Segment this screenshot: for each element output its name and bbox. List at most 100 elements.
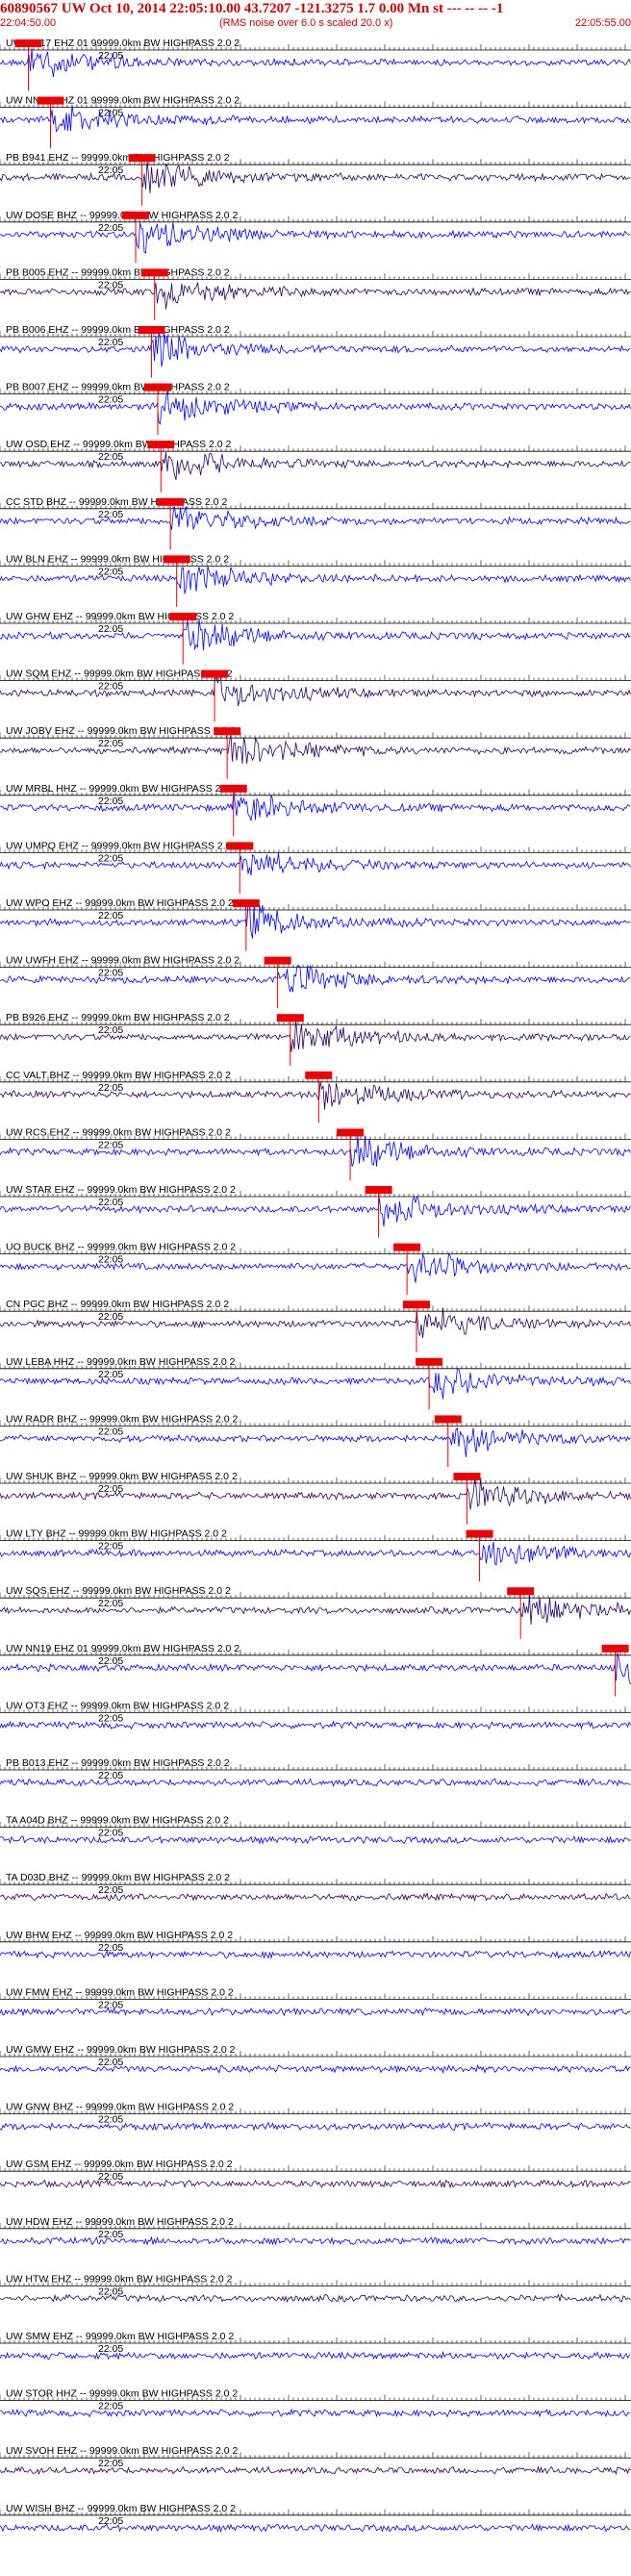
- time-range-bar: 22:04:50.00 (RMS noise over 6.0 s scaled…: [0, 17, 631, 30]
- tick-label: 22:05: [98, 1884, 123, 1896]
- channel-label: UW MRBL HHZ -- 99999.0km BW HIGHPASS 2.0…: [6, 783, 238, 795]
- channel-label: UW DOSE BHZ -- 99999.0km BW HIGHPASS 2.0…: [6, 210, 239, 221]
- channel-label: UW GMW EHZ -- 99999.0km BW HIGHPASS 2.0 …: [6, 2044, 236, 2056]
- tick-label: 22:05: [98, 394, 123, 406]
- waveform-trace: [0, 566, 631, 594]
- channel-label: TA A04D BHZ -- 99999.0km BW HIGHPASS 2.0…: [6, 1815, 229, 1827]
- waveform-trace: [0, 1367, 631, 1400]
- tick-label: 22:05: [98, 910, 123, 922]
- waveform-trace: [0, 506, 631, 530]
- waveform-trace: [0, 48, 631, 78]
- waveform-trace: [0, 1307, 631, 1338]
- waveform-trace: [0, 1541, 631, 1566]
- tick-label: 22:05: [98, 279, 123, 290]
- waveform-trace: [0, 452, 631, 481]
- waveform-trace: [0, 282, 631, 310]
- rms-note: (RMS noise over 6.0 s scaled 20.0 x): [219, 17, 393, 29]
- waveform-trace: [0, 672, 631, 707]
- waveform-trace: [0, 1892, 631, 1903]
- tick-label: 22:05: [98, 164, 123, 176]
- tick-label: 22:05: [98, 451, 123, 463]
- channel-label: UW UWFH EHZ -- 99999.0km BW HIGHPASS 2.0…: [6, 955, 240, 967]
- waveform-trace: [0, 1019, 631, 1052]
- channel-label: UW NN19 EHZ 01 99999.0km BW HIGHPASS 2.0…: [6, 1643, 240, 1654]
- waveform-trace: [0, 1720, 631, 1730]
- start-time: 22:04:50.00: [0, 17, 57, 29]
- tick-label: 22:05: [98, 623, 123, 635]
- waveform-trace: [0, 1595, 631, 1625]
- tick-label: 22:05: [98, 681, 123, 693]
- tick-label: 22:05: [98, 1770, 123, 1781]
- channel-label: UW UMPQ EHZ -- 99999.0km BW HIGHPASS 2.0…: [6, 840, 240, 851]
- waveform-trace: [0, 1135, 631, 1168]
- waveform-trace: [0, 2007, 631, 2017]
- tick-label: 22:05: [98, 566, 123, 577]
- waveform-trace: [0, 222, 631, 254]
- tick-label: 22:05: [98, 796, 123, 807]
- waveform-trace: [0, 789, 631, 822]
- tick-label: 22:05: [98, 1197, 123, 1208]
- tick-label: 22:05: [98, 1483, 123, 1495]
- channel-label: UW BLN EHZ -- 99999.0km BW HIGHPASS 2.0 …: [6, 553, 229, 565]
- channel-label: UW SQM EHZ -- 99999.0km BW HIGHPASS 2.0 …: [6, 669, 233, 680]
- waveform-trace: [0, 332, 631, 367]
- waveform-trace: [0, 2064, 631, 2075]
- channel-label: UW BHW EHZ -- 99999.0km BW HIGHPASS 2.0 …: [6, 1930, 233, 1941]
- tick-label: 22:05: [98, 1024, 123, 1036]
- channel-label: UW RCS EHZ -- 99999.0km BW HIGHPASS 2.0 …: [6, 1126, 231, 1138]
- tick-label: 22:05: [98, 1139, 123, 1150]
- channel-label: PB B006 EHZ -- 99999.0km BW HIGHPASS 2.0…: [6, 324, 230, 336]
- tick-label: 22:05: [98, 2057, 123, 2068]
- tick-label: 22:05: [98, 1311, 123, 1323]
- channel-label: UW SQS EHZ -- 99999.0km BW HIGHPASS 2.0 …: [6, 1585, 231, 1597]
- channel-label: UW FMW EHZ -- 99999.0km BW HIGHPASS 2.0 …: [6, 1986, 234, 1998]
- end-time: 22:05:55.00: [574, 17, 631, 29]
- tick-label: 22:05: [98, 108, 123, 119]
- waveform-trace: [0, 105, 631, 133]
- channel-label: UW RADR BHZ -- 99999.0km BW HIGHPASS 2.0…: [6, 1413, 239, 1425]
- tick-label: 22:05: [98, 1082, 123, 1094]
- waveform-trace: [0, 390, 631, 425]
- tick-label: 22:05: [98, 1426, 123, 1437]
- waveform-trace: [0, 160, 631, 193]
- waveform-trace: [0, 1653, 631, 1685]
- channel-label: UW WPO EHZ -- 99999.0km BW HIGHPASS 2.0 …: [6, 897, 234, 909]
- channel-label: UW STAR EHZ -- 99999.0km BW HIGHPASS 2.0…: [6, 1184, 236, 1196]
- waveform-trace: [0, 1834, 631, 1845]
- channel-label: PB B926 EHZ -- 99999.0km BW HIGHPASS 2.0…: [6, 1012, 230, 1023]
- tick-label: 22:05: [98, 1999, 123, 2010]
- tick-label: 22:05: [98, 852, 123, 864]
- waveform-trace: [0, 734, 631, 764]
- channel-label: CN PGC BHZ -- 99999.0km BW HIGHPASS 2.0 …: [6, 1299, 229, 1310]
- channel-label: UW NN17 EHZ 01 99999.0km BW HIGHPASS 2.0…: [6, 38, 240, 49]
- waveform-trace: [0, 852, 631, 876]
- channel-label: PB B013 EHZ -- 99999.0km BW HIGHPASS 2.0…: [6, 1757, 230, 1769]
- waveform-trace: [0, 1949, 631, 1959]
- channel-label: UW NN21 EHZ 01 99999.0km BW HIGHPASS 2.0…: [6, 95, 240, 107]
- tick-label: 22:05: [98, 1254, 123, 1266]
- channel-label: PB B005 EHZ -- 99999.0km BW HIGHPASS 2.0…: [6, 266, 230, 278]
- tick-label: 22:05: [98, 509, 123, 520]
- waveform-trace: [0, 1081, 631, 1110]
- channel-label: UW LTY BHZ -- 99999.0km BW HIGHPASS 2.0 …: [6, 1528, 227, 1540]
- waveform-trace: [0, 1251, 631, 1283]
- waveform-trace: [0, 964, 631, 993]
- channel-label: UW OSD EHZ -- 99999.0km BW HIGHPASS 2.0 …: [6, 439, 232, 450]
- tick-label: 22:05: [98, 1655, 123, 1667]
- channel-label: PB B941 EHZ -- 99999.0km BW HIGHPASS 2.0…: [6, 152, 230, 164]
- tick-label: 22:05: [98, 1369, 123, 1380]
- waveform-trace: [0, 1777, 631, 1787]
- event-title: 60890567 UW Oct 10, 2014 22:05:10.00 43.…: [0, 1, 504, 16]
- waveform-trace: [0, 1195, 631, 1227]
- channel-label: CC VALT BHZ -- 99999.0km BW HIGHPASS 2.0…: [6, 1070, 231, 1081]
- tick-label: 22:05: [98, 1942, 123, 1954]
- waveform-trace: [0, 1427, 631, 1457]
- channel-label: CC STD BHZ -- 99999.0km BW HIGHPASS 2.0 …: [6, 496, 227, 508]
- tick-label: 22:05: [98, 1598, 123, 1609]
- channel-label: UW GHW EHZ -- 99999.0km BW HIGHPASS 2.0 …: [6, 611, 234, 622]
- waveform-trace: [0, 902, 631, 939]
- tick-label: 22:05: [98, 738, 123, 749]
- waveform-trace: [0, 1478, 631, 1510]
- tick-label: 22:05: [98, 222, 123, 234]
